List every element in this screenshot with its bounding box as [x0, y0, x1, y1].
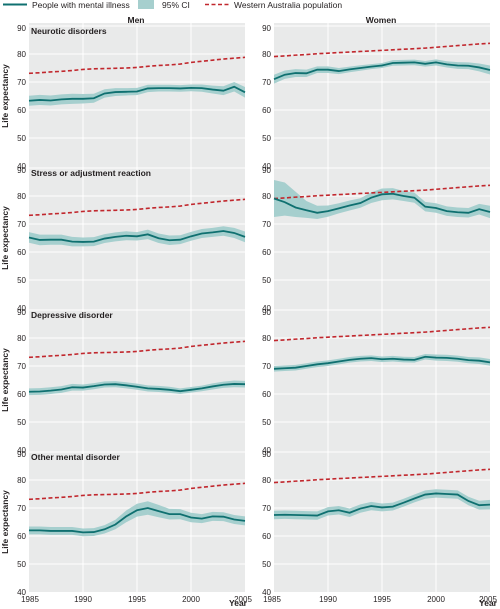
x-tick-1995-women: 1995: [373, 595, 391, 604]
mental-line-neurotic-disorders-women: [273, 61, 491, 81]
mental-line-depressive-disorder-women: [273, 355, 491, 370]
y-tick-80-depressive-disorder-women: 80: [262, 334, 271, 343]
y-tick-60-neurotic-disorders-men: 60: [17, 106, 26, 115]
panel-title-stress-or-adjustment-reaction: Stress or adjustment reaction: [31, 168, 151, 178]
y-tick-40-neurotic-disorders-women: 40: [262, 162, 271, 171]
y-tick-90-neurotic-disorders-men: 90: [17, 24, 26, 33]
population-line-other-mental-disorder-women: [273, 468, 491, 484]
y-tick-70-depressive-disorder-men: 70: [17, 362, 26, 371]
y-tick-60-depressive-disorder-women: 60: [262, 390, 271, 399]
legend-ci-swatch: [138, 0, 154, 9]
y-axis-label-neurotic-disorders: Life expectancy: [0, 64, 10, 128]
legend: People with mental illness 95% CI Wester…: [3, 0, 342, 10]
panel-title-other-mental-disorder: Other mental disorder: [31, 452, 120, 462]
y-tick-40-depressive-disorder-women: 40: [262, 446, 271, 455]
legend-ci-label: 95% CI: [162, 0, 190, 10]
y-tick-50-other-mental-disorder-men: 50: [17, 560, 26, 569]
x-tick-1990-men: 1990: [74, 595, 92, 604]
y-tick-40-neurotic-disorders-men: 40: [17, 162, 26, 171]
y-axis-label-stress-or-adjustment-reaction: Life expectancy: [0, 206, 10, 270]
y-tick-60-neurotic-disorders-women: 60: [262, 106, 271, 115]
x-tick-2005-women: 2005: [479, 595, 497, 604]
y-tick-70-other-mental-disorder-men: 70: [17, 504, 26, 513]
population-line-stress-or-adjustment-reaction-men: [28, 198, 246, 217]
x-tick-2000-women: 2000: [427, 595, 445, 604]
mental-line-other-mental-disorder-women: [273, 492, 491, 517]
population-line-depressive-disorder-women: [273, 326, 491, 342]
x-tick-1990-women: 1990: [319, 595, 337, 604]
y-tick-60-stress-or-adjustment-reaction-women: 60: [262, 248, 271, 257]
y-tick-90-stress-or-adjustment-reaction-women: 90: [262, 166, 271, 175]
y-tick-80-other-mental-disorder-men: 80: [17, 476, 26, 485]
y-tick-40-other-mental-disorder-women: 40: [262, 588, 271, 597]
y-tick-40-depressive-disorder-men: 40: [17, 446, 26, 455]
column-header-women: Women: [366, 15, 397, 25]
x-tick-2005-men: 2005: [234, 595, 252, 604]
y-tick-50-stress-or-adjustment-reaction-men: 50: [17, 276, 26, 285]
y-tick-90-other-mental-disorder-men: 90: [17, 450, 26, 459]
y-tick-60-stress-or-adjustment-reaction-men: 60: [17, 248, 26, 257]
x-tick-2000-men: 2000: [182, 595, 200, 604]
y-tick-50-other-mental-disorder-women: 50: [262, 560, 271, 569]
mental-line-other-mental-disorder-men: [29, 507, 246, 534]
y-tick-70-neurotic-disorders-men: 70: [17, 78, 26, 87]
y-tick-90-depressive-disorder-men: 90: [17, 308, 26, 317]
x-tick-1985-women: 1985: [263, 595, 281, 604]
y-tick-70-stress-or-adjustment-reaction-men: 70: [17, 220, 26, 229]
panel-title-neurotic-disorders: Neurotic disorders: [31, 26, 107, 36]
x-axis-label-women: Year: [479, 598, 498, 608]
x-axis-label-men: Year: [229, 598, 248, 608]
y-tick-50-depressive-disorder-men: 50: [17, 418, 26, 427]
y-tick-60-other-mental-disorder-men: 60: [17, 532, 26, 541]
population-line-depressive-disorder-men: [28, 340, 246, 359]
ci-band-neurotic-disorders-women: [274, 59, 490, 84]
panel-title-depressive-disorder: Depressive disorder: [31, 310, 113, 320]
x-tick-labels: 1985 1990 1995 2000 2005 1985 1990 1995 2000 2005: [21, 595, 497, 604]
y-tick-80-neurotic-disorders-men: 80: [17, 50, 26, 59]
y-tick-80-depressive-disorder-men: 80: [17, 334, 26, 343]
y-tick-80-neurotic-disorders-women: 80: [262, 50, 271, 59]
y-tick-90-depressive-disorder-women: 90: [262, 308, 271, 317]
ci-band-depressive-disorder-men: [29, 380, 245, 396]
ci-band-stress-or-adjustment-reaction-women: [274, 180, 490, 219]
y-tick-70-depressive-disorder-women: 70: [262, 362, 271, 371]
mental-line-depressive-disorder-men: [28, 383, 246, 393]
y-tick-80-other-mental-disorder-women: 80: [262, 476, 271, 485]
legend-population-label: Western Australia population: [234, 0, 342, 10]
y-tick-80-stress-or-adjustment-reaction-men: 80: [17, 192, 26, 201]
y-tick-50-stress-or-adjustment-reaction-women: 50: [262, 276, 271, 285]
mental-line-neurotic-disorders-men: [28, 85, 246, 102]
x-tick-1995-men: 1995: [128, 595, 146, 604]
y-tick-40-stress-or-adjustment-reaction-men: 40: [17, 304, 26, 313]
y-tick-50-neurotic-disorders-men: 50: [17, 134, 26, 143]
panels-group: Life expectancy Neurotic disorders 40 50 60 7…: [0, 23, 491, 597]
y-tick-60-other-mental-disorder-women: 60: [262, 532, 271, 541]
y-tick-40-stress-or-adjustment-reaction-women: 40: [262, 304, 271, 313]
y-tick-90-neurotic-disorders-women: 90: [262, 24, 271, 33]
y-tick-80-stress-or-adjustment-reaction-women: 80: [262, 192, 271, 201]
y-axis-label-other-mental-disorder: Life expectancy: [0, 490, 10, 554]
y-tick-90-other-mental-disorder-women: 90: [262, 450, 271, 459]
y-tick-60-depressive-disorder-men: 60: [17, 390, 26, 399]
y-tick-40-other-mental-disorder-men: 40: [17, 588, 26, 597]
column-header-men: Men: [128, 15, 145, 25]
legend-mental-label: People with mental illness: [32, 0, 130, 10]
y-tick-50-depressive-disorder-women: 50: [262, 418, 271, 427]
y-axis-label-depressive-disorder: Life expectancy: [0, 348, 10, 412]
y-tick-70-neurotic-disorders-women: 70: [262, 78, 271, 87]
y-tick-70-stress-or-adjustment-reaction-women: 70: [262, 220, 271, 229]
y-tick-90-stress-or-adjustment-reaction-men: 90: [17, 166, 26, 175]
population-line-other-mental-disorder-men: [28, 482, 246, 501]
population-line-stress-or-adjustment-reaction-women: [273, 184, 491, 200]
y-tick-50-neurotic-disorders-women: 50: [262, 134, 271, 143]
population-line-neurotic-disorders-men: [28, 56, 246, 75]
mental-line-stress-or-adjustment-reaction-women: [273, 192, 491, 214]
x-tick-1985-men: 1985: [21, 595, 39, 604]
population-line-neurotic-disorders-women: [273, 42, 491, 58]
mental-line-stress-or-adjustment-reaction-men: [28, 230, 246, 243]
y-tick-70-other-mental-disorder-women: 70: [262, 504, 271, 513]
